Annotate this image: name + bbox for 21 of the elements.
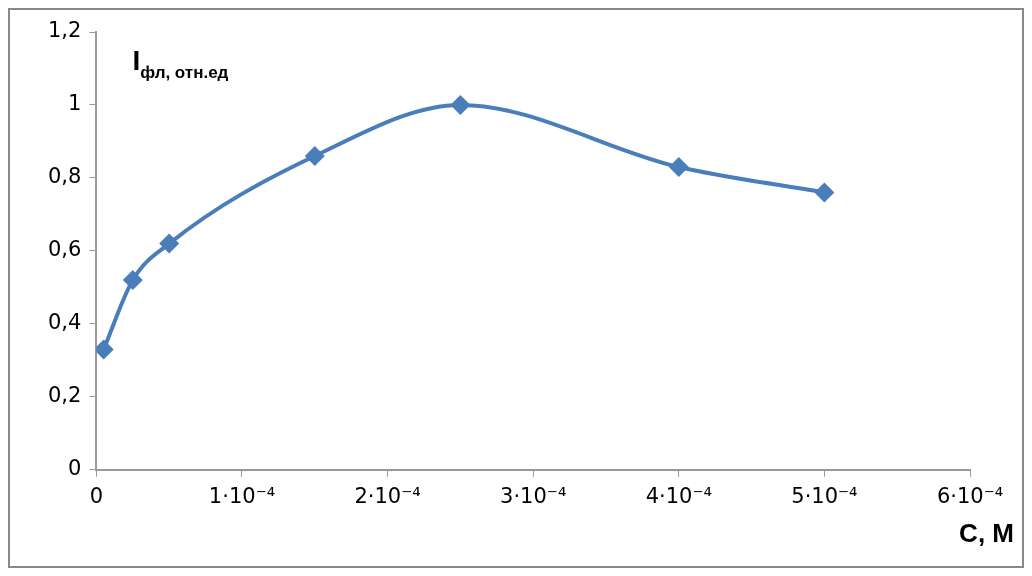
x-axis-title: C, M — [959, 517, 1014, 548]
x-tick-label: 4·10⁻⁴ — [645, 483, 712, 508]
point — [814, 182, 835, 203]
y-tick-label: 0 — [68, 456, 82, 481]
y-tick-label: 0,6 — [47, 237, 82, 262]
y-tick-label: 0,8 — [47, 164, 82, 189]
point — [450, 94, 471, 115]
y-tick-label: 0,4 — [47, 310, 82, 335]
y-tick-label: 1 — [68, 91, 82, 116]
point — [122, 270, 143, 291]
x-tick-label: 0 — [89, 483, 104, 508]
y-tick-label: 0,2 — [47, 383, 82, 408]
x-tick-label: 1·10⁻⁴ — [208, 483, 276, 508]
point — [668, 156, 689, 177]
x-tick-label: 6·10⁻⁴ — [936, 483, 1004, 508]
y-tick-label: 1,2 — [47, 18, 82, 43]
x-tick-label: 2·10⁻⁴ — [354, 483, 421, 508]
x-tick-label: 3·10⁻⁴ — [500, 483, 567, 508]
point — [304, 146, 325, 167]
point — [159, 233, 180, 254]
x-tick-label: 5·10⁻⁴ — [791, 483, 858, 508]
